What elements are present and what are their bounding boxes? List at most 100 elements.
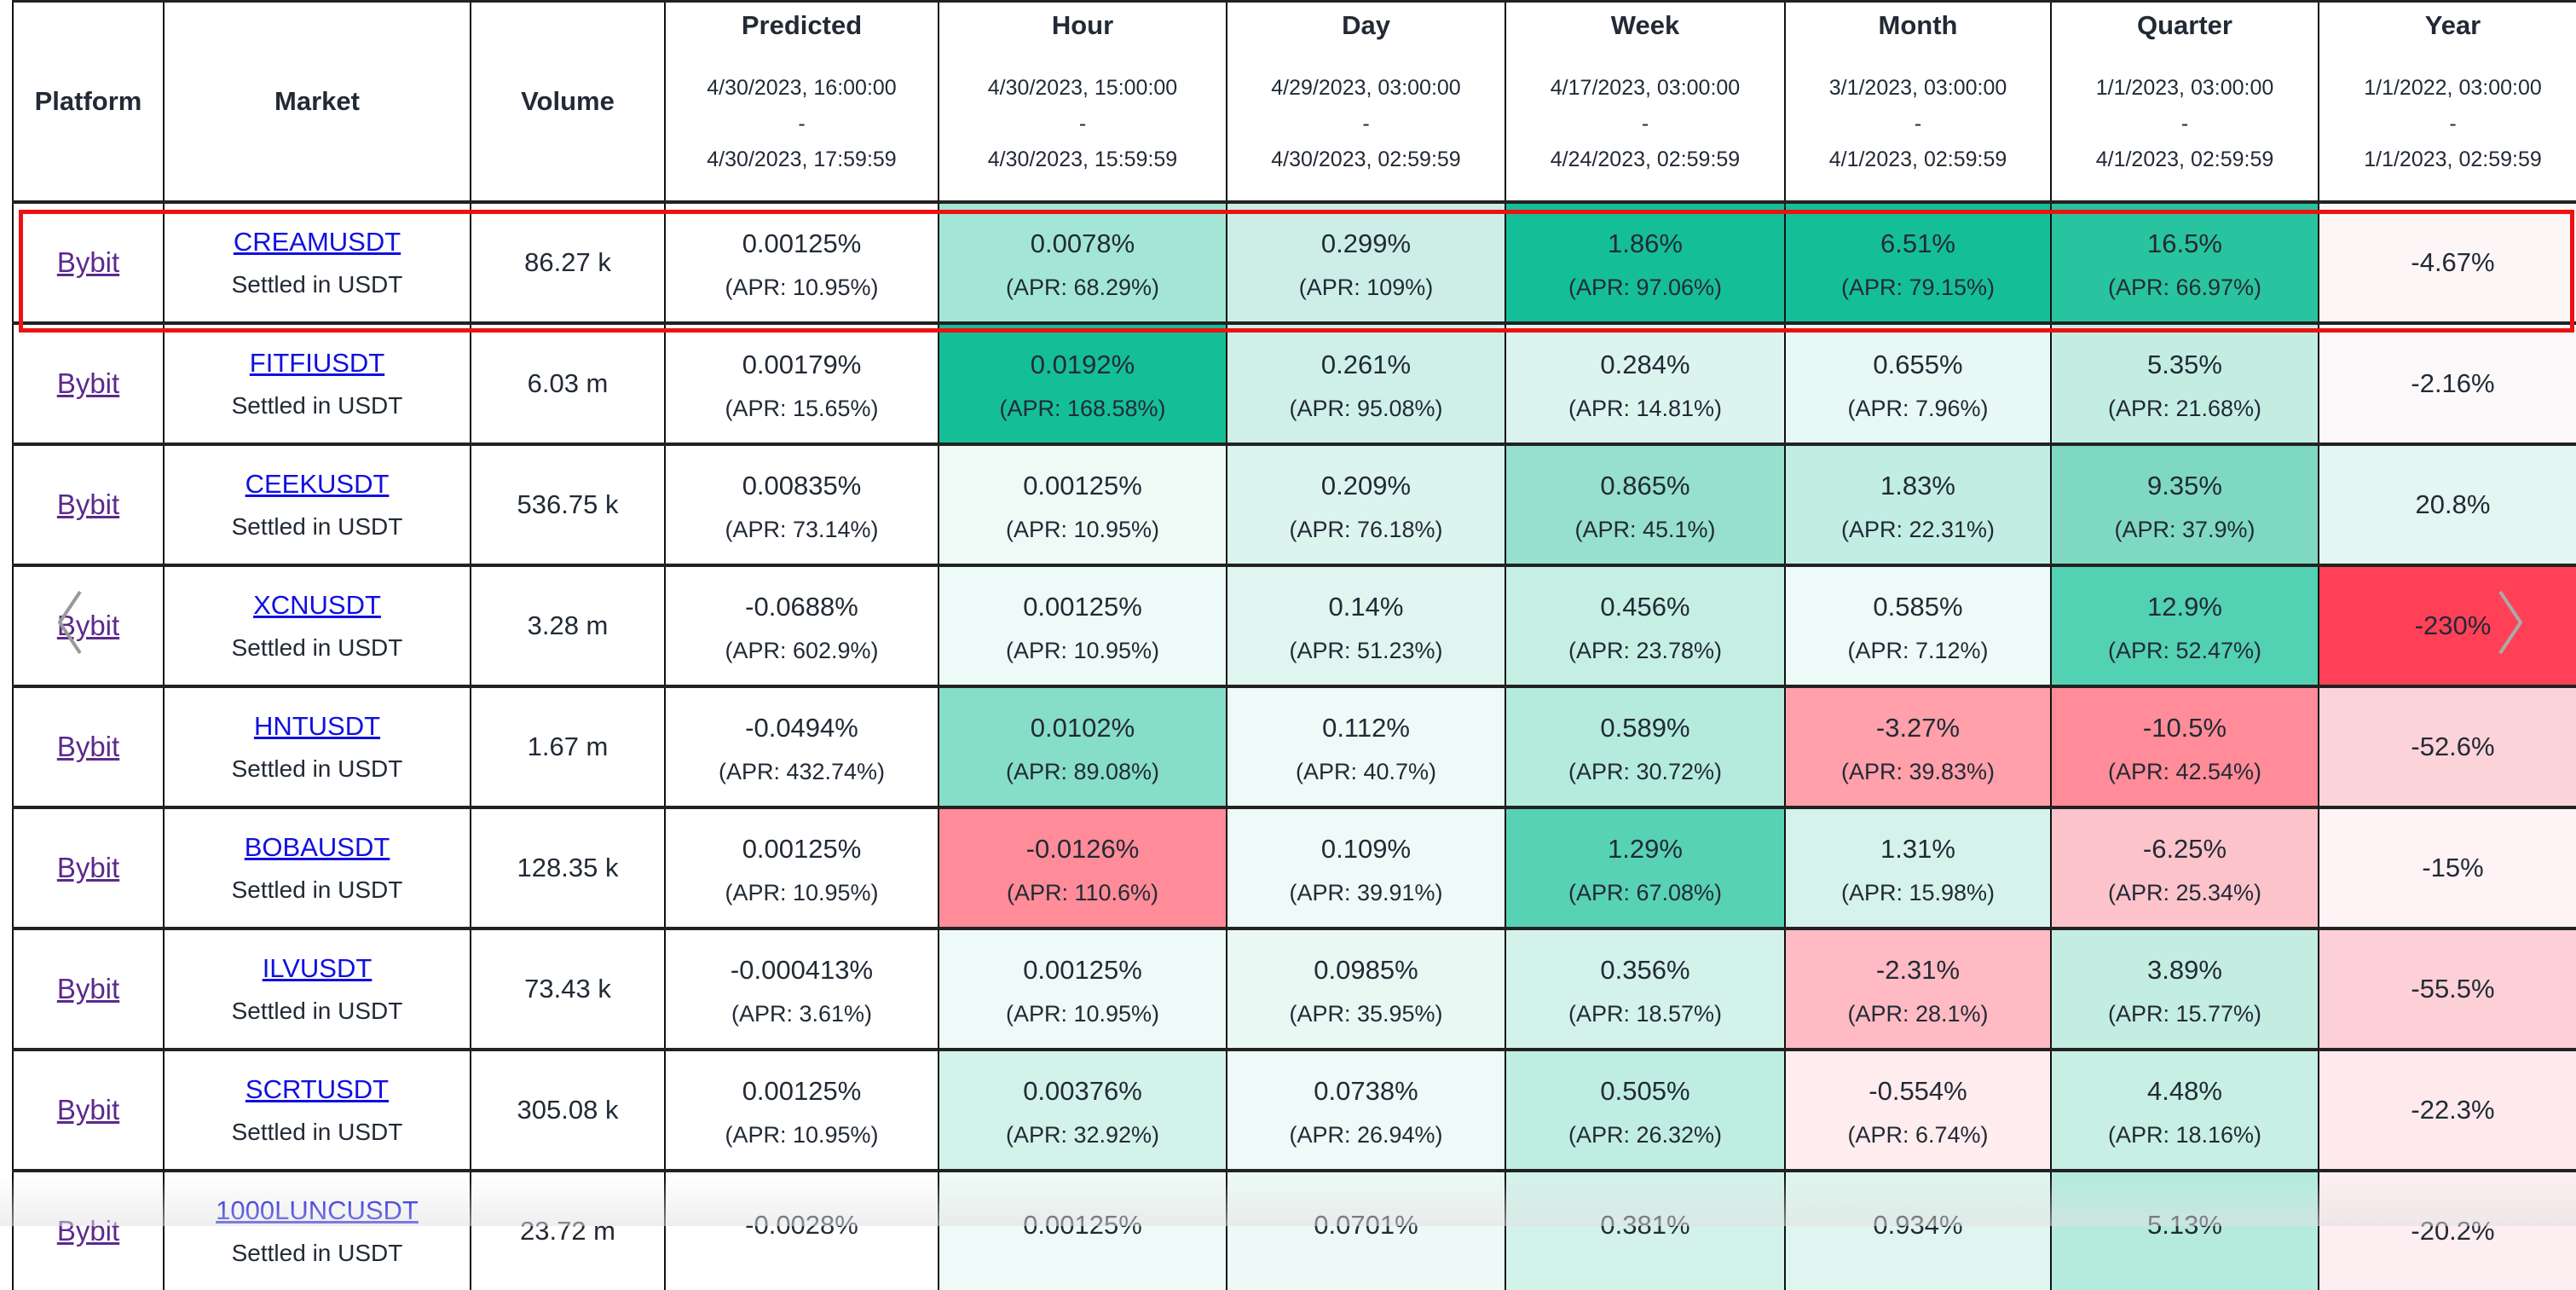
apr-value: (APR: 66.97%) [2107,274,2262,300]
apr-value: (APR: 7.12%) [1847,637,1989,663]
rate-value: -4.67% [2411,247,2495,277]
rate-cell: 0.284% (APR: 14.81%) [1505,321,1786,444]
rate-cell: 0.381% [1505,1169,1786,1290]
rate-value: 0.505% [1600,1075,1690,1106]
volume-cell: 1.67 m [470,685,666,807]
rate-value: 0.0078% [1030,228,1135,258]
apr-value: (APR: 35.95%) [1289,1000,1443,1027]
rate-cell: 0.00125% (APR: 10.95%) [938,927,1227,1050]
platform-link[interactable]: Bybit [56,852,120,883]
rate-cell: 0.112% (APR: 40.7%) [1226,685,1506,807]
rate-value: 0.14% [1328,591,1404,622]
apr-value: (APR: 14.81%) [1568,395,1723,421]
volume-cell: 6.03 m [470,321,666,444]
period-start: 4/17/2023, 03:00:00 [1550,76,1741,100]
market-cell: CEEKUSDT Settled in USDT [163,443,471,565]
platform-link[interactable]: Bybit [56,731,120,762]
platform-link[interactable]: Bybit [56,1094,120,1125]
market-link[interactable]: FITFIUSDT [249,348,385,378]
rate-cell: 16.5% (APR: 66.97%) [2050,200,2319,323]
rate-value: 0.261% [1320,349,1412,379]
rate-value: -2.31% [1875,954,1961,985]
platform-link[interactable]: Bybit [56,1215,120,1247]
chevron-right-icon[interactable] [2493,588,2527,657]
rate-cell: 20.8% [2318,443,2576,565]
rate-cell: 12.9% (APR: 52.47%) [2050,564,2319,686]
table-row: Bybit HNTUSDT Settled in USDT 1.67 m -0.0… [12,685,2576,807]
rate-value: 1.83% [1880,470,1955,500]
rate-value: -55.5% [2411,974,2495,1004]
rate-cell: 0.00179% (APR: 15.65%) [664,321,939,444]
header-row: Platform Market Volume Predicted 4/30/2023, … [12,0,2576,204]
market-link[interactable]: ILVUSDT [262,953,373,983]
apr-value: (APR: 6.74%) [1847,1121,1989,1148]
market-link[interactable]: XCNUSDT [253,590,381,620]
period-start: 1/1/2023, 03:00:00 [2095,76,2274,100]
column-title: Day [1342,10,1390,40]
rate-cell: -0.554% (APR: 6.74%) [1784,1048,2052,1171]
period-end: 1/1/2023, 02:59:59 [2364,148,2542,171]
period-separator: - [1078,112,1087,136]
market-link[interactable]: SCRTUSDT [245,1074,390,1104]
settlement-text: Settled in USDT [231,1119,403,1145]
settlement-text: Settled in USDT [231,392,403,419]
platform-link[interactable]: Bybit [56,973,120,1004]
rate-value: 0.284% [1600,349,1690,379]
market-link[interactable]: 1000LUNCUSDT [216,1195,419,1225]
rate-cell: 0.865% (APR: 45.1%) [1505,443,1786,565]
rate-cell: 0.14% (APR: 51.23%) [1226,564,1506,686]
market-link[interactable]: CREAMUSDT [233,227,401,257]
volume-cell: 86.27 k [470,200,666,323]
rate-cell: -0.0494% (APR: 432.74%) [664,685,939,807]
market-link[interactable]: HNTUSDT [253,711,381,741]
column-header-volume: Volume [470,0,666,204]
rate-cell: 0.00125% (APR: 10.95%) [938,443,1227,565]
table-row: Bybit FITFIUSDT Settled in USDT 6.03 m 0.… [12,321,2576,444]
rate-value: 9.35% [2147,470,2222,500]
rate-cell: 3.89% (APR: 15.77%) [2050,927,2319,1050]
rate-cell: 1.83% (APR: 22.31%) [1784,443,2052,565]
apr-value: (APR: 89.08%) [1005,758,1160,784]
apr-value: (APR: 10.95%) [1005,1000,1160,1027]
market-link[interactable]: BOBAUSDT [244,832,390,862]
platform-link[interactable]: Bybit [56,246,120,278]
settlement-text: Settled in USDT [231,271,403,298]
table-row: Bybit ILVUSDT Settled in USDT 73.43 k -0.… [12,927,2576,1050]
table-row: Bybit SCRTUSDT Settled in USDT 305.08 k 0… [12,1048,2576,1171]
rate-value: 16.5% [2147,228,2222,258]
rate-value: 0.00835% [742,470,862,500]
period-start: 4/30/2023, 16:00:00 [707,76,897,100]
rate-value: -0.554% [1868,1075,1967,1106]
platform-link[interactable]: Bybit [56,367,120,399]
rate-cell: 6.51% (APR: 79.15%) [1784,200,2052,323]
apr-value: (APR: 25.34%) [2107,879,2262,905]
period-separator: - [1914,112,1922,136]
rate-value: -20.2% [2411,1216,2495,1246]
market-link[interactable]: CEEKUSDT [245,469,390,499]
rate-cell: 0.505% (APR: 26.32%) [1505,1048,1786,1171]
apr-value: (APR: 26.32%) [1568,1121,1723,1148]
rate-value: -2.16% [2411,368,2495,398]
rate-value: 0.0102% [1030,712,1135,743]
apr-value: (APR: 97.06%) [1568,274,1723,300]
period-end: 4/1/2023, 02:59:59 [2095,148,2274,171]
platform-cell: Bybit [12,321,165,444]
apr-value: (APR: 432.74%) [718,758,886,784]
period-separator: - [798,112,806,136]
platform-link[interactable]: Bybit [56,489,120,520]
rate-value: 20.8% [2415,489,2491,519]
rate-value: -0.0126% [1025,833,1140,864]
rate-value: -0.0028% [745,1210,858,1240]
apr-value: (APR: 40.7%) [1295,758,1437,784]
settlement-text: Settled in USDT [231,876,403,903]
rate-value: 0.112% [1322,712,1410,743]
rate-value: 5.13% [2147,1210,2222,1240]
column-header-day: Day 4/29/2023, 03:00:00 - 4/30/2023, 02:5… [1226,0,1506,204]
rate-cell: -0.0126% (APR: 110.6%) [938,806,1227,928]
table-row: Bybit CEEKUSDT Settled in USDT 536.75 k 0… [12,443,2576,565]
rate-cell: 0.655% (APR: 7.96%) [1784,321,2052,444]
volume-cell: 23.72 m [470,1169,666,1290]
chevron-left-icon[interactable] [53,588,87,657]
rate-value: 0.381% [1600,1210,1690,1240]
rate-value: 0.109% [1320,833,1412,864]
